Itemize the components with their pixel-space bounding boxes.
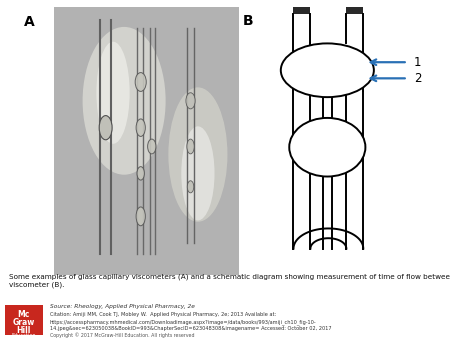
- Ellipse shape: [136, 119, 145, 137]
- Ellipse shape: [83, 27, 166, 175]
- Ellipse shape: [96, 42, 130, 144]
- Ellipse shape: [148, 139, 156, 154]
- Ellipse shape: [181, 126, 215, 220]
- Ellipse shape: [187, 139, 194, 154]
- Text: B: B: [243, 14, 253, 28]
- Ellipse shape: [99, 116, 112, 140]
- Circle shape: [281, 43, 374, 97]
- Ellipse shape: [137, 167, 144, 180]
- Ellipse shape: [187, 181, 194, 193]
- Text: Source: Rheology, Applied Physical Pharmacy, 2e: Source: Rheology, Applied Physical Pharm…: [50, 304, 194, 309]
- Text: Hill: Hill: [16, 326, 31, 335]
- Bar: [4, 305, 43, 335]
- Bar: [346, 7, 363, 14]
- Text: Mc: Mc: [17, 310, 30, 319]
- Text: https://accesspharmacy.mhmedical.com/Downloadimage.aspx?image=/data/books/993/am: https://accesspharmacy.mhmedical.com/Dow…: [50, 319, 316, 325]
- Text: Copyright © 2017 McGraw-Hill Education. All rights reserved: Copyright © 2017 McGraw-Hill Education. …: [50, 332, 194, 338]
- Ellipse shape: [135, 73, 146, 91]
- Text: Some examples of glass capillary viscometers (A) and a schematic diagram showing: Some examples of glass capillary viscome…: [9, 274, 450, 288]
- Text: A: A: [24, 15, 35, 29]
- Text: Graw: Graw: [12, 318, 35, 328]
- Text: Citation: Amiji MM, Cook TJ, Mobley W.  Applied Physical Pharmacy, 2e; 2013 Avai: Citation: Amiji MM, Cook TJ, Mobley W. A…: [50, 312, 275, 317]
- Ellipse shape: [136, 207, 145, 226]
- Ellipse shape: [289, 118, 365, 176]
- Ellipse shape: [186, 93, 195, 109]
- Text: 1: 1: [414, 56, 422, 69]
- Ellipse shape: [168, 87, 227, 222]
- Bar: [293, 7, 310, 14]
- Text: 2: 2: [414, 72, 422, 85]
- Text: 14.jpeg&sec=623050038&BookID=993&ChapterSecID=623048308&imagename= Accessed: Oct: 14.jpeg&sec=623050038&BookID=993&Chapter…: [50, 326, 331, 331]
- Text: Education: Education: [11, 333, 36, 338]
